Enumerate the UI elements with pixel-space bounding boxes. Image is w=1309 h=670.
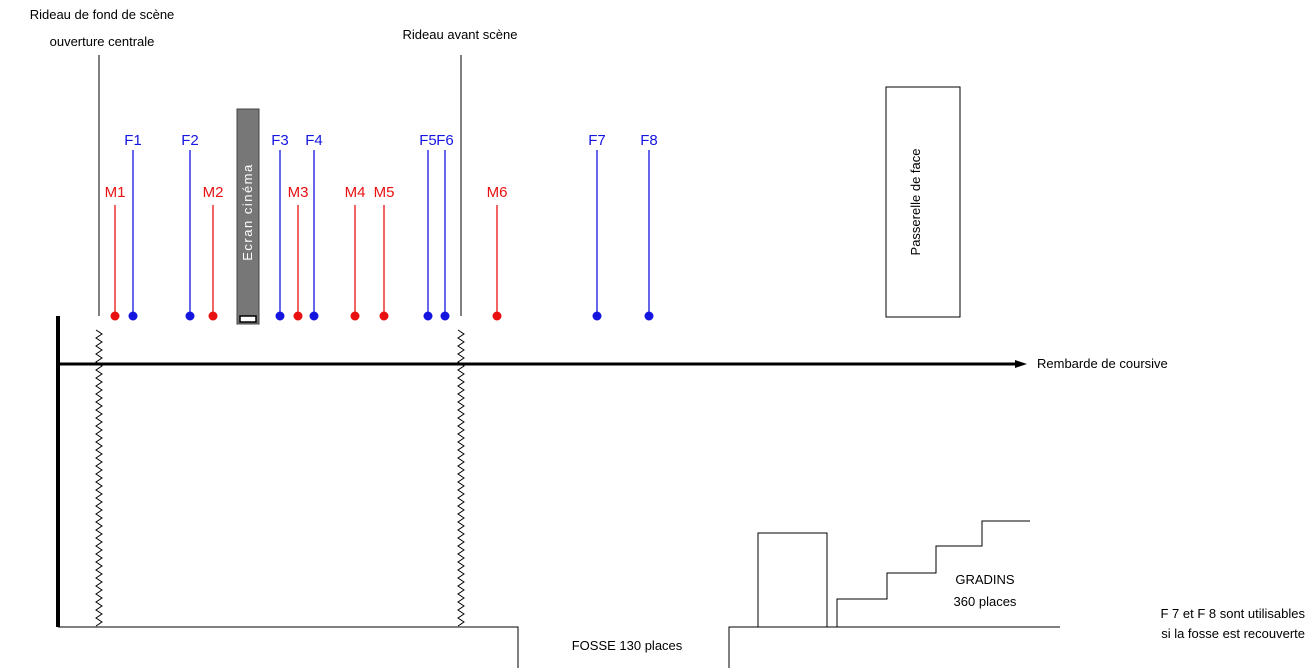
- face-bar-point-f2: [185, 311, 195, 321]
- gradins-label-line2: 360 places: [954, 594, 1017, 609]
- face-bar-label-f7: F7: [588, 132, 606, 149]
- passerelle-box: [885, 86, 961, 318]
- mid-bar-point-m4: [350, 311, 360, 321]
- passerelle-label: Passerelle de face: [908, 149, 923, 256]
- face-bar-point-f1: [128, 311, 138, 321]
- ecran-cinema-base: [239, 315, 257, 323]
- face-bar-point-f7: [592, 311, 602, 321]
- mid-bar-label-m6: M6: [487, 184, 508, 201]
- mid-bar-label-m2: M2: [203, 184, 224, 201]
- drape-fond-wave: [95, 329, 103, 627]
- face-bar-label-f5: F5: [419, 132, 437, 149]
- face-bar-point-f5: [423, 311, 433, 321]
- face-bar-label-f3: F3: [271, 132, 289, 149]
- face-bar-point-f3: [275, 311, 285, 321]
- note-line2: si la fosse est recouverte: [1161, 626, 1305, 641]
- gradins-steps: [836, 520, 1030, 627]
- gradins-block: [757, 532, 828, 628]
- rambarde-label: Rembarde de coursive: [1037, 356, 1168, 371]
- rideau-fond-label-line2: ouverture centrale: [50, 34, 155, 49]
- face-bar-label-f1: F1: [124, 132, 142, 149]
- face-bar-point-f8: [644, 311, 654, 321]
- rideau-avant-drape: [457, 329, 465, 627]
- ecran-cinema-label: Ecran cinéma: [240, 163, 255, 260]
- drape-avant-wave: [457, 329, 465, 627]
- mid-bar-point-m1: [110, 311, 120, 321]
- rideau-fond-label-line1: Rideau de fond de scène: [30, 7, 175, 22]
- face-bar-point-f6: [440, 311, 450, 321]
- fosse-label: FOSSE 130 places: [572, 638, 683, 653]
- gradins-label-line1: GRADINS: [955, 572, 1015, 587]
- mid-bar-point-m3: [293, 311, 303, 321]
- stage-floor: [58, 626, 519, 668]
- face-bar-point-f4: [309, 311, 319, 321]
- rideau-avant-label: Rideau avant scène: [403, 27, 518, 42]
- audience-floor: [728, 626, 1060, 668]
- face-bar-label-f4: F4: [305, 132, 323, 149]
- rambarde-arrowhead: [1015, 360, 1027, 368]
- face-bar-label-f8: F8: [640, 132, 658, 149]
- mid-bar-point-m5: [379, 311, 389, 321]
- mid-bar-point-m6: [492, 311, 502, 321]
- mid-bar-label-m5: M5: [374, 184, 395, 201]
- rideau-fond-drape: [95, 329, 103, 627]
- note-line1: F 7 et F 8 sont utilisables: [1160, 606, 1305, 621]
- ecran-cinema: [236, 108, 260, 325]
- mid-bar-point-m2: [208, 311, 218, 321]
- light-bars: F1 F2 F3 F4 F5 F6 F7 F8 M1 M2 M3 M4 M5 M6: [105, 132, 658, 321]
- mid-bar-label-m4: M4: [345, 184, 366, 201]
- face-bar-label-f2: F2: [181, 132, 199, 149]
- face-bar-label-f6: F6: [436, 132, 454, 149]
- mid-bar-label-m3: M3: [288, 184, 309, 201]
- mid-bar-label-m1: M1: [105, 184, 126, 201]
